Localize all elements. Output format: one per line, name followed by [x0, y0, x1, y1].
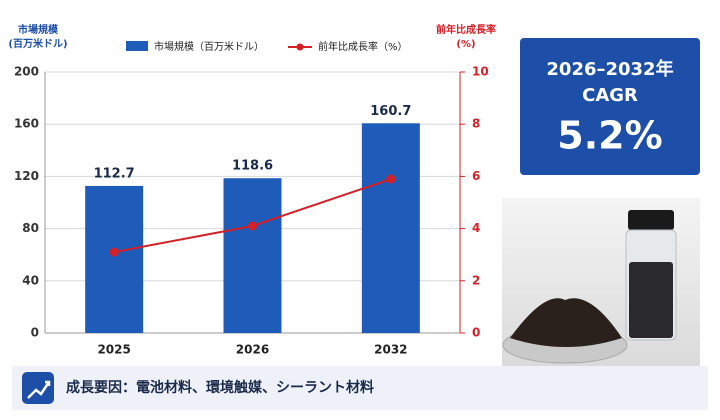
x-tick-label: 2025	[97, 343, 130, 357]
line-point	[248, 221, 257, 231]
y2-tick-label: 6	[472, 169, 480, 183]
x-tick-label: 2032	[374, 343, 407, 357]
legend-label: 市場規模（百万米ドル）	[154, 40, 264, 53]
bar-value-label: 112.7	[94, 166, 135, 181]
cagr-value: 5.2%	[557, 114, 662, 158]
y2-tick-label: 2	[472, 273, 480, 287]
footer-icon	[22, 372, 54, 404]
y-tick-label: 80	[22, 221, 39, 235]
y2-tick-label: 4	[472, 221, 480, 235]
y-tick-label: 160	[14, 117, 39, 131]
cagr-label: CAGR	[582, 85, 638, 106]
y2-tick-label: 8	[472, 117, 480, 131]
y-tick-label: 200	[14, 65, 39, 79]
line-point	[109, 247, 119, 257]
y-axis-title: 市場規模	[18, 23, 59, 36]
y2-axis-title: 前年比成長率	[436, 23, 496, 36]
footer-icon-arrow	[27, 380, 51, 399]
y-axis-title: (百万米ドル)	[8, 37, 67, 50]
cagr-box	[520, 38, 700, 175]
bar	[85, 185, 144, 333]
bar-value-label: 160.7	[370, 104, 411, 119]
bar-value-label: 118.6	[232, 159, 273, 174]
line-point	[386, 174, 396, 184]
legend-swatch	[296, 43, 304, 51]
y2-axis-title: (%)	[456, 39, 475, 50]
legend-label: 前年比成長率（%）	[318, 40, 408, 53]
y-tick-label: 40	[22, 273, 39, 287]
footer-bar	[12, 366, 708, 410]
product-photo	[502, 198, 700, 376]
bar	[361, 123, 420, 333]
cagr-period: 2026–2032年	[546, 58, 673, 80]
y-tick-label: 120	[14, 169, 39, 183]
y2-tick-label: 0	[472, 326, 480, 340]
y2-tick-label: 10	[472, 65, 489, 79]
footer-text: 成長要因：電池材料、環境触媒、シーラント材料	[66, 379, 374, 396]
legend-swatch	[126, 41, 148, 51]
y-tick-label: 0	[31, 326, 39, 340]
bar	[223, 178, 282, 333]
x-tick-label: 2026	[236, 343, 269, 357]
